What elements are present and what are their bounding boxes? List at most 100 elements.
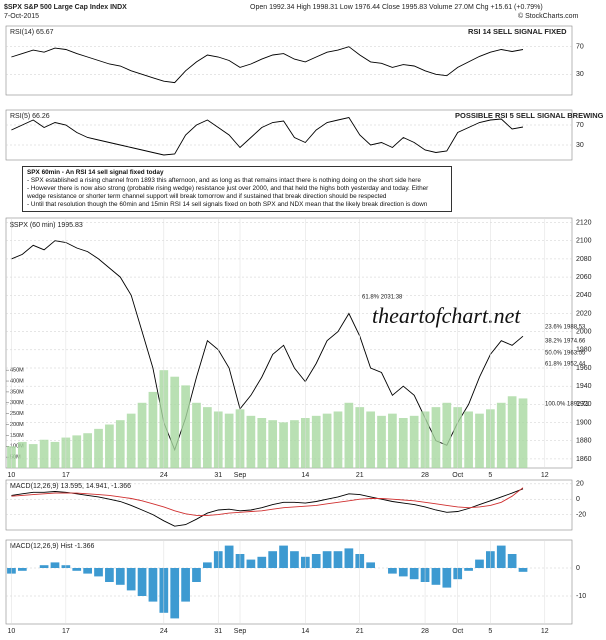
y2-tick-label: 350M xyxy=(10,389,24,395)
bar xyxy=(192,402,201,468)
bar xyxy=(257,418,267,468)
bar xyxy=(398,418,408,468)
bar xyxy=(322,413,332,468)
bar xyxy=(181,568,190,602)
bar xyxy=(39,439,49,468)
panel-label: MACD(12,26,9) 13.595, 14.941, -1.366 xyxy=(10,483,131,490)
bar xyxy=(246,415,256,468)
x-tick-label: 14 xyxy=(301,472,309,479)
panel xyxy=(5,109,573,161)
annotation: 61.8% 2031.38 xyxy=(362,295,403,301)
bar xyxy=(279,545,288,568)
y-tick-label: 0 xyxy=(576,565,580,572)
bar xyxy=(311,554,321,568)
annotation: RSI 14 SELL SIGNAL FIXED xyxy=(468,27,567,36)
y-tick-label: 1900 xyxy=(576,419,592,426)
note-line: - However there is now also strong (prob… xyxy=(27,185,429,200)
bar xyxy=(431,407,441,468)
x-tick-label: 10 xyxy=(8,472,16,479)
bar xyxy=(398,568,408,577)
bar xyxy=(115,568,125,585)
legend-entry: $SPX (60 min) 1995.83 xyxy=(10,222,83,229)
quote-info: Open 1992.34 High 1998.31 Low 1976.44 Cl… xyxy=(250,4,543,11)
bar xyxy=(431,568,441,585)
bar xyxy=(507,554,517,568)
y-tick-label: 0 xyxy=(576,496,580,503)
bar xyxy=(290,551,299,568)
bar xyxy=(388,413,397,468)
x-tick-label: 24 xyxy=(160,628,168,635)
bar xyxy=(170,376,180,468)
bar xyxy=(496,402,506,468)
panel-label: RSI(14) 65.67 xyxy=(10,29,54,36)
bar xyxy=(137,568,147,596)
bar xyxy=(203,562,212,568)
x-tick-label: 5 xyxy=(488,472,492,479)
x-tick-label: 21 xyxy=(356,472,364,479)
bar xyxy=(126,568,136,591)
bar xyxy=(105,424,114,468)
y2-tick-label: 150M xyxy=(10,433,24,439)
x-tick-label: 17 xyxy=(62,628,70,635)
x-tick-label: 21 xyxy=(356,628,364,635)
source: © StockCharts.com xyxy=(518,12,579,20)
bar xyxy=(224,545,234,568)
annotation: POSSIBLE RSI 5 SELL SIGNAL BREWING xyxy=(455,111,604,120)
bar xyxy=(203,407,212,468)
annotation: 38.2% 1974.66 xyxy=(545,339,586,345)
bar xyxy=(246,559,256,568)
bar xyxy=(464,568,473,571)
bar xyxy=(181,385,190,468)
bar xyxy=(72,568,82,571)
bar xyxy=(507,396,517,468)
x-tick-label: 12 xyxy=(541,472,549,479)
x-tick-label: Oct xyxy=(452,472,463,479)
bar xyxy=(333,551,343,568)
x-tick-label: Sep xyxy=(234,472,247,479)
watermark: theartofchart.net xyxy=(372,303,521,328)
bar xyxy=(94,428,103,468)
x-tick-label: Sep xyxy=(234,628,247,635)
y-tick-label: 1960 xyxy=(576,365,592,372)
x-tick-label: 10 xyxy=(8,628,16,635)
chart-title: $SPX S&P 500 Large Cap Index INDX xyxy=(4,4,127,11)
bar xyxy=(496,545,506,568)
bar xyxy=(366,562,375,568)
y-tick-label: 2100 xyxy=(576,238,592,245)
bar xyxy=(442,568,452,588)
bar xyxy=(39,565,49,568)
bar xyxy=(475,559,484,568)
note-line: - SPX established a rising channel from … xyxy=(27,177,421,184)
y-tick-label: 70 xyxy=(576,44,584,51)
bar xyxy=(344,548,354,568)
bar xyxy=(105,568,114,582)
bar xyxy=(344,402,354,468)
y-tick-label: 20 xyxy=(576,481,584,488)
bar xyxy=(28,444,38,468)
x-tick-label: 31 xyxy=(214,472,222,479)
bar xyxy=(126,413,136,468)
bar xyxy=(333,411,343,468)
bar xyxy=(50,562,60,568)
bar xyxy=(311,415,321,468)
annotation: 61.8% 1952.44 xyxy=(545,362,586,368)
x-tick-label: 12 xyxy=(541,628,549,635)
bar xyxy=(224,413,234,468)
chart-date: 7-Oct-2015 xyxy=(4,13,39,20)
bar xyxy=(72,435,82,468)
bar xyxy=(377,415,386,468)
bar xyxy=(268,551,278,568)
y-tick-label: 2120 xyxy=(576,219,592,226)
annotation: 50.0% 1963.55 xyxy=(545,351,586,357)
bar xyxy=(83,433,92,468)
series-line xyxy=(11,487,524,516)
series-line xyxy=(11,116,524,156)
x-tick-label: 28 xyxy=(421,472,429,479)
note-box: SPX 60min - An RSI 14 sell signal fixed … xyxy=(22,166,452,212)
bar xyxy=(290,420,299,468)
note-line: - Until that resolution though the 60min… xyxy=(27,201,428,208)
y-tick-label: 70 xyxy=(576,122,584,129)
y-tick-label: 2020 xyxy=(576,310,592,317)
x-tick-label: 28 xyxy=(421,628,429,635)
